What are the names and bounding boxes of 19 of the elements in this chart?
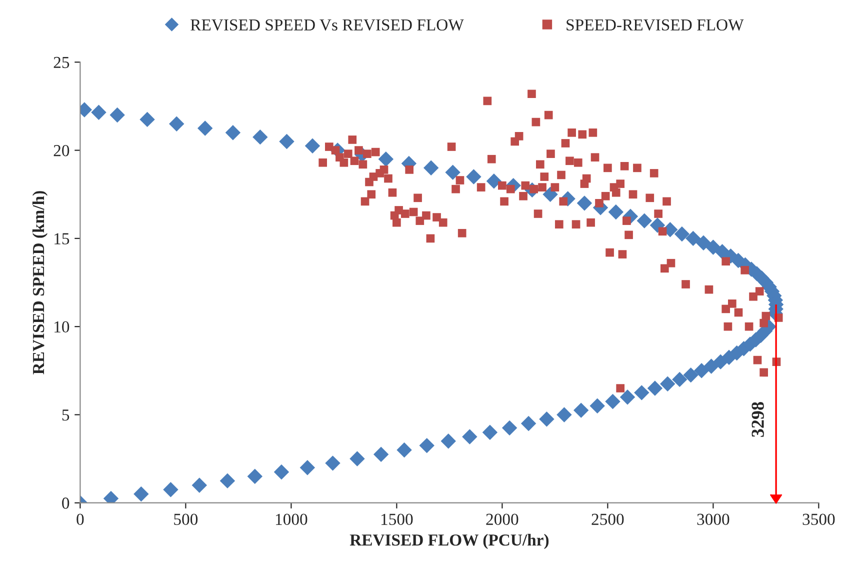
legend-label: REVISED SPEED Vs REVISED FLOW bbox=[190, 19, 464, 31]
y-tick-label: 20 bbox=[54, 144, 70, 156]
x-tick-label: 3000 bbox=[697, 514, 730, 525]
y-tick-label: 25 bbox=[54, 56, 70, 68]
x-tick-label: 2500 bbox=[592, 514, 624, 525]
y-tick-label: 5 bbox=[62, 410, 70, 421]
legend-label: SPEED-REVISED FLOW bbox=[566, 19, 744, 31]
y-axis-title: REVISED SPEED (km/h) bbox=[32, 191, 48, 374]
ref-line-label: 3298 bbox=[752, 402, 764, 437]
x-tick-label: 3500 bbox=[802, 514, 835, 525]
x-tick-label: 500 bbox=[174, 514, 198, 525]
x-tick-label: 1000 bbox=[276, 514, 308, 525]
y-tick-label: 10 bbox=[54, 321, 70, 333]
x-axis-title: REVISED FLOW (PCU/hr) bbox=[350, 534, 549, 550]
x-tick-label: 2000 bbox=[486, 514, 518, 525]
y-tick-label: 0 bbox=[62, 498, 70, 509]
x-tick-label: 1500 bbox=[381, 514, 413, 525]
y-tick-label: 15 bbox=[54, 233, 70, 244]
x-tick-label: 0 bbox=[76, 514, 84, 525]
